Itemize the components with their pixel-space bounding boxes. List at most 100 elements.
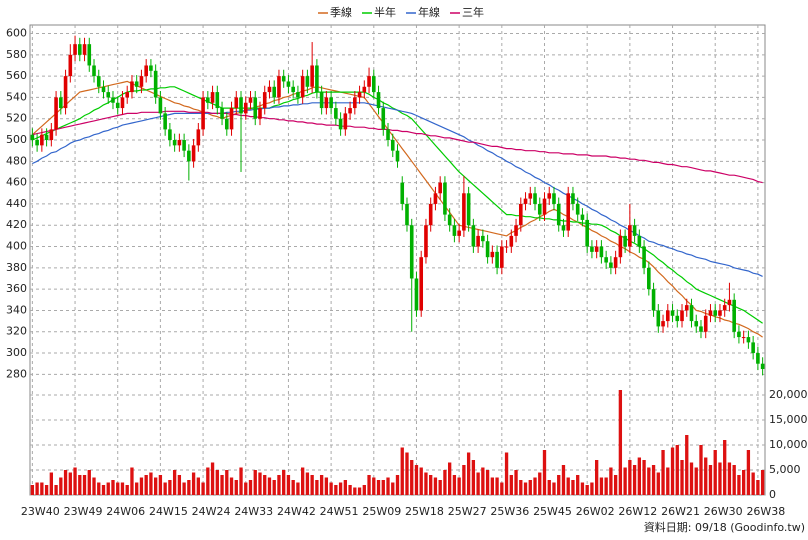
candle-body [495,251,499,268]
candle-body [111,97,115,103]
candle-body [54,97,58,130]
candle-body [452,225,457,236]
candle-body [134,81,139,87]
candle-body [632,225,637,236]
candle-body [623,235,627,247]
candle-body [362,86,367,93]
candle-body [177,140,182,146]
candle-body [457,230,461,236]
volume-bar [680,460,684,495]
x-tick-label: 25W09 [362,505,401,518]
volume-bar [301,467,305,495]
candle-body [286,81,291,87]
candle-body [665,310,670,322]
candle-body [343,113,348,130]
candle-body [689,305,694,322]
candle-body [220,108,224,119]
volume-bar [599,477,604,495]
candle-body [424,225,428,258]
volume-bar [168,480,172,495]
volume-bar [68,472,72,495]
volume-bar [59,477,63,495]
volume-bar [485,470,490,495]
volume-bar [756,480,760,495]
y-tick-label: 300 [6,346,27,359]
x-tick-label: 24W51 [320,505,359,518]
candle-body [353,97,357,109]
volume-bar [613,475,618,495]
x-tick-label: 26W12 [618,505,657,518]
candle-body [746,337,751,343]
volume-bar [229,477,234,495]
volume-bar [44,485,49,495]
candle-body [518,203,523,226]
candle-body [609,262,613,268]
candle-body [594,246,599,252]
x-tick-label: 24W42 [277,505,316,518]
candle-body [73,44,77,55]
volume-bar [557,475,561,495]
volume-bar [400,447,404,495]
volume-bar [172,470,177,495]
candle-body [229,108,234,130]
volume-bar [642,460,646,495]
volume-bar [395,475,400,495]
volume-bar [723,440,727,495]
candle-body [509,235,514,247]
x-tick-label: 23W49 [64,505,103,518]
legend-label: 季線 [330,5,352,19]
volume-bar [466,452,471,495]
candle-body [267,86,272,93]
volume-bar [457,477,461,495]
candle-body [281,76,286,82]
candle-body [642,246,646,268]
candle-body [661,321,665,327]
volume-bar [319,475,324,495]
volume-bar [500,482,504,495]
volume-bar [742,470,746,495]
volume-bar [329,482,333,495]
candle-body [419,257,424,311]
candle-body [324,97,329,109]
volume-bar [315,480,319,495]
candle-body [144,65,148,77]
candle-body [210,92,215,103]
volume-bar [718,462,722,495]
candle-body [481,235,485,242]
volume-bar [177,475,182,495]
candle-body [191,145,196,162]
candle-body [163,113,167,130]
source-note: 資料日期: 09/18 (Goodinfo.tw) [644,520,805,534]
volume-bar [708,465,713,495]
y-tick-label: 580 [6,48,27,61]
volume-bar [628,460,632,495]
volume-bar [538,472,542,495]
y-tick-label: 320 [6,325,27,338]
volume-bar [376,480,381,495]
volume-bar [637,457,641,495]
volume-bar [585,485,589,495]
candle-body [386,129,390,141]
volume-bar [561,465,566,495]
y-tick-label: 360 [6,282,27,295]
legend-label: 半年 [374,5,396,19]
volume-bar [576,475,580,495]
candle-body [675,315,680,322]
candle-body [310,65,314,87]
candle-body [727,299,732,306]
candle-body [182,140,186,151]
volume-bar [632,465,637,495]
volume-bar [509,475,513,495]
volume-bar [87,470,91,495]
volume-bar [139,477,144,495]
volume-bar [732,465,736,495]
candle-body [628,225,632,247]
y2-tick-label: 0 [769,488,776,501]
candle-body [253,97,258,119]
candle-body [120,97,125,109]
candle-body [381,108,386,130]
candle-body [566,193,571,231]
candle-body [106,92,111,98]
volume-bar [391,482,395,495]
candle-body [305,76,310,87]
